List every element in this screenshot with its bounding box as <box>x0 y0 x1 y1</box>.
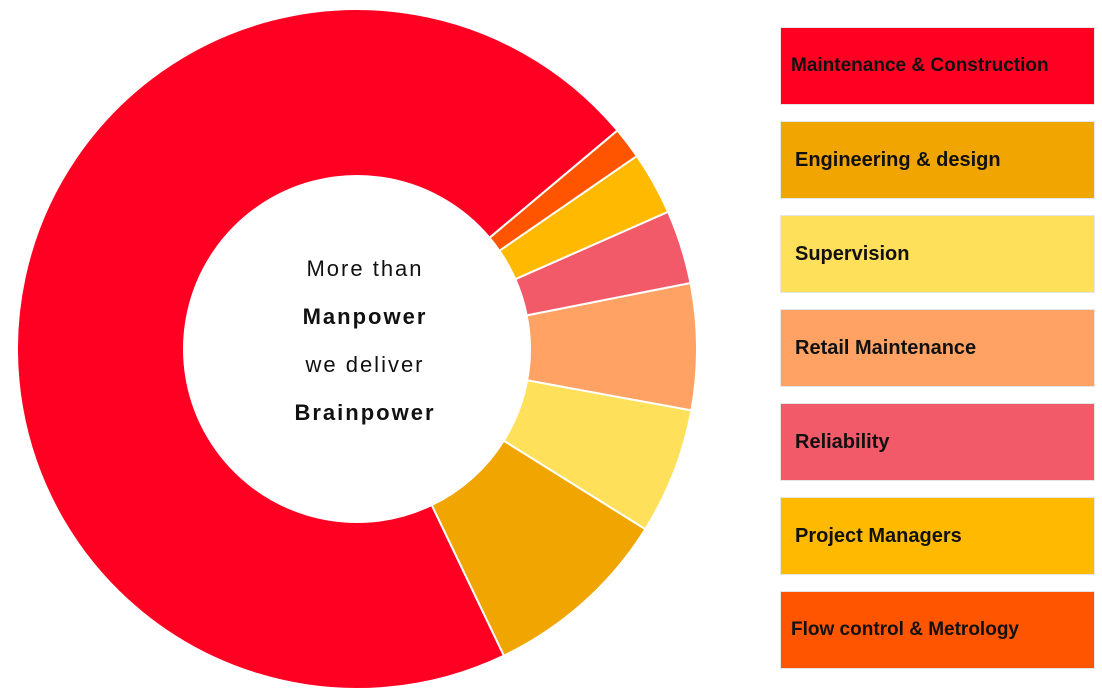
legend-label: Maintenance & Construction <box>791 55 1049 76</box>
legend-item-supervision: Supervision <box>780 215 1095 293</box>
legend: Maintenance & Construction Engineering &… <box>780 27 1095 685</box>
legend-label: Retail Maintenance <box>795 336 977 359</box>
legend-item-reliability: Reliability <box>780 403 1095 481</box>
center-text: More than Manpower we deliver Brainpower <box>215 245 515 437</box>
legend-item-engineering-design: Engineering & design <box>780 121 1095 199</box>
legend-item-retail-maintenance: Retail Maintenance <box>780 309 1095 387</box>
legend-item-maintenance-construction: Maintenance & Construction <box>780 27 1095 105</box>
slice-flow-control-metrology <box>488 129 639 253</box>
legend-label: Engineering & design <box>795 148 1001 171</box>
legend-item-flow-control-metrology: Flow control & Metrology <box>780 591 1095 669</box>
legend-label: Reliability <box>795 430 890 453</box>
legend-label: Supervision <box>795 242 910 265</box>
slice-maintenance-construction <box>16 8 619 690</box>
center-line-2: Manpower <box>302 304 428 329</box>
center-line-1: More than <box>306 256 424 281</box>
legend-label: Project Managers <box>795 524 962 547</box>
legend-label: Flow control & Metrology <box>791 619 1019 640</box>
center-line-3: we deliver <box>305 352 425 377</box>
center-line-4: Brainpower <box>294 400 436 425</box>
donut-slices <box>16 8 698 690</box>
donut-chart <box>16 8 698 690</box>
legend-item-project-managers: Project Managers <box>780 497 1095 575</box>
